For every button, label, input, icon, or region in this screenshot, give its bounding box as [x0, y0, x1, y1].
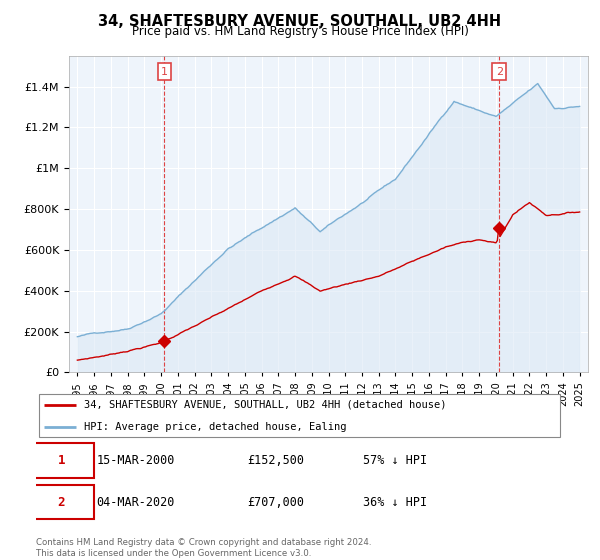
Text: 34, SHAFTESBURY AVENUE, SOUTHALL, UB2 4HH: 34, SHAFTESBURY AVENUE, SOUTHALL, UB2 4H…	[98, 14, 502, 29]
Text: Contains HM Land Registry data © Crown copyright and database right 2024.
This d: Contains HM Land Registry data © Crown c…	[36, 538, 371, 558]
Text: HPI: Average price, detached house, Ealing: HPI: Average price, detached house, Eali…	[83, 422, 346, 432]
Text: Price paid vs. HM Land Registry's House Price Index (HPI): Price paid vs. HM Land Registry's House …	[131, 25, 469, 38]
FancyBboxPatch shape	[38, 394, 560, 437]
Text: 04-MAR-2020: 04-MAR-2020	[97, 496, 175, 508]
Text: 2: 2	[58, 496, 65, 508]
FancyBboxPatch shape	[28, 484, 94, 520]
Text: 15-MAR-2000: 15-MAR-2000	[97, 454, 175, 467]
Text: 1: 1	[161, 67, 168, 77]
Text: 36% ↓ HPI: 36% ↓ HPI	[364, 496, 427, 508]
FancyBboxPatch shape	[28, 443, 94, 478]
Text: 57% ↓ HPI: 57% ↓ HPI	[364, 454, 427, 467]
Text: 1: 1	[58, 454, 65, 467]
Text: 34, SHAFTESBURY AVENUE, SOUTHALL, UB2 4HH (detached house): 34, SHAFTESBURY AVENUE, SOUTHALL, UB2 4H…	[83, 400, 446, 410]
Text: 2: 2	[496, 67, 503, 77]
Text: £152,500: £152,500	[247, 454, 304, 467]
Text: £707,000: £707,000	[247, 496, 304, 508]
